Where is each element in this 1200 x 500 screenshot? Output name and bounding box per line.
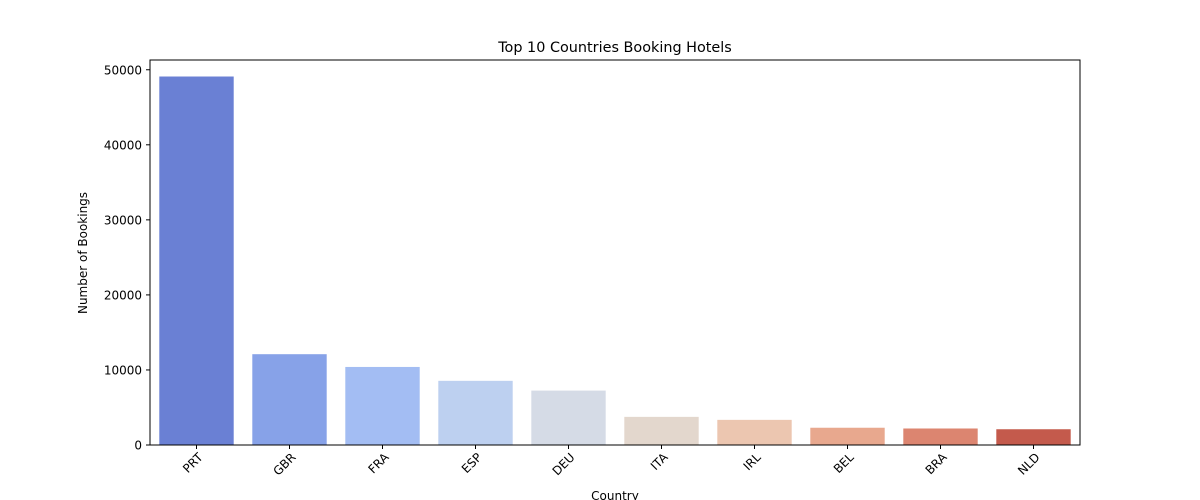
x-axis-label: Country xyxy=(591,489,639,500)
bar-irl xyxy=(717,419,792,445)
x-tick-label: NLD xyxy=(1015,450,1043,478)
bar-fra xyxy=(345,366,420,445)
bar-gbr xyxy=(252,354,327,445)
y-tick-label: 30000 xyxy=(104,213,142,227)
x-axis-ticks: PRT GBR FRA ESP DEU ITA IRL BEL BRA NLD xyxy=(180,445,1043,478)
y-tick-label: 0 xyxy=(134,439,142,453)
x-tick-label: BRA xyxy=(923,450,951,478)
y-tick-label: 10000 xyxy=(104,363,142,377)
plot-frame xyxy=(149,59,1081,446)
bar-prt xyxy=(159,76,234,445)
y-tick-label: 20000 xyxy=(104,288,142,302)
x-tick-label: IRL xyxy=(741,450,764,473)
bar-ita xyxy=(624,416,699,445)
y-axis-ticks: 0 10000 20000 30000 40000 50000 xyxy=(104,63,150,453)
x-tick-label: FRA xyxy=(365,450,392,477)
bar-esp xyxy=(438,380,513,445)
y-tick-label: 40000 xyxy=(104,138,142,152)
bar-nld xyxy=(996,429,1071,445)
y-tick-label: 50000 xyxy=(104,63,142,77)
x-tick-label: ESP xyxy=(459,450,485,476)
x-tick-label: BEL xyxy=(831,450,857,476)
x-tick-label: DEU xyxy=(550,450,578,478)
x-tick-label: PRT xyxy=(180,450,206,476)
chart-title: Top 10 Countries Booking Hotels xyxy=(497,40,732,56)
bar-deu xyxy=(531,390,606,445)
x-tick-label: GBR xyxy=(270,450,298,478)
x-tick-label: ITA xyxy=(648,450,671,473)
bars-group xyxy=(159,76,1071,445)
bar-bra xyxy=(903,428,978,445)
y-axis-label: Number of Bookings xyxy=(76,192,90,314)
bar-bel xyxy=(810,427,885,445)
